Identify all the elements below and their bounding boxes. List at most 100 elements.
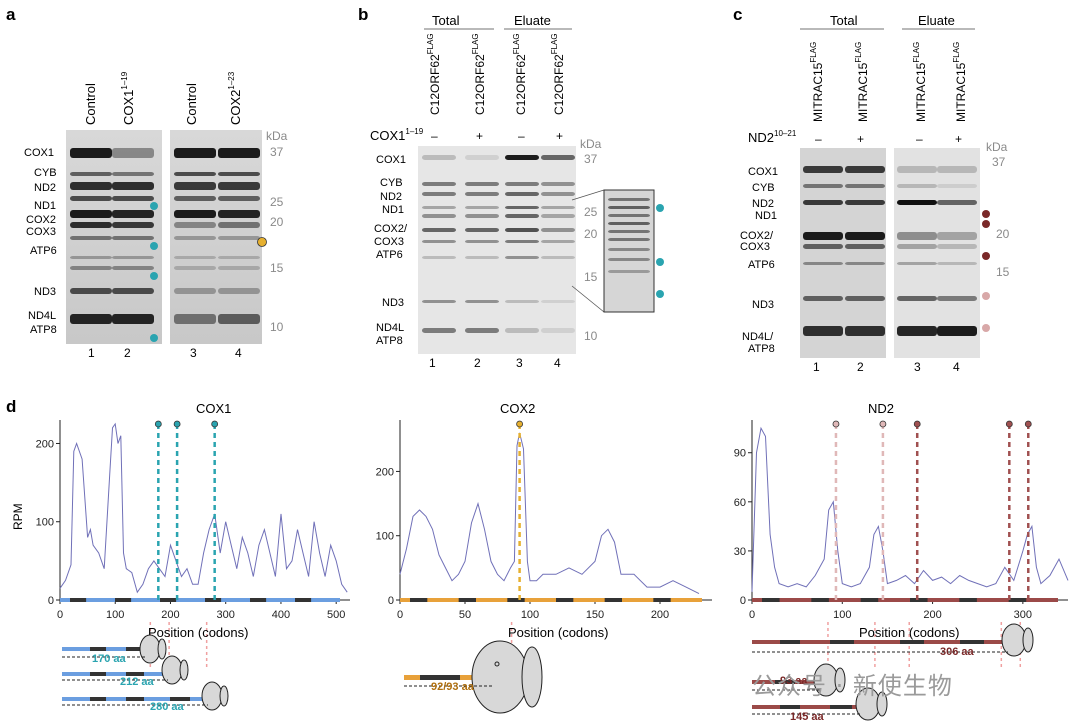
svg-text:4: 4	[235, 346, 242, 360]
gel-band	[112, 266, 154, 270]
gel-band	[174, 182, 216, 190]
rpm-trace	[751, 426, 1069, 592]
svg-text:ATP6: ATP6	[748, 259, 775, 271]
x-tick-label: 0	[749, 609, 755, 621]
svg-text:ND4L: ND4L	[376, 322, 404, 334]
gel-band	[112, 196, 154, 201]
gel-band	[937, 244, 977, 249]
panel-b: b Total Eluate C12ORF62FLAG C12ORF62FLAG…	[358, 5, 664, 370]
rpm-trace	[399, 432, 700, 595]
tm-segment	[458, 598, 476, 602]
gel-band	[112, 210, 154, 218]
stall-marker-dot	[832, 420, 840, 428]
svg-text:25: 25	[584, 205, 598, 219]
gel-band	[70, 288, 112, 294]
tm-segment	[507, 598, 525, 602]
svg-text:1: 1	[813, 360, 820, 374]
gel-a-right	[170, 130, 262, 344]
gel-band	[218, 196, 260, 201]
svg-text:kDa: kDa	[986, 140, 1008, 154]
gel-band	[803, 232, 843, 240]
gel-band	[541, 182, 575, 186]
gel-band	[174, 266, 216, 270]
svg-text:15: 15	[996, 265, 1010, 279]
tm-segment	[860, 598, 879, 602]
gel-band	[608, 248, 650, 251]
tm-segment	[410, 598, 428, 602]
svg-text:3: 3	[516, 356, 523, 370]
marker-dot	[257, 237, 267, 247]
gel-band	[218, 148, 260, 158]
kda-10: 10	[270, 320, 284, 334]
gel-band	[422, 256, 456, 259]
gel-band	[218, 256, 260, 259]
treatment-label-b: COX11–19	[370, 127, 424, 143]
gel-band	[608, 206, 650, 209]
svg-text:C12ORF62FLAG: C12ORF62FLAG	[512, 33, 528, 115]
svg-text:MITRAC15FLAG: MITRAC15FLAG	[854, 42, 870, 122]
gel-band	[70, 236, 112, 240]
gel-band	[112, 182, 154, 190]
stall-marker-dot	[211, 420, 219, 428]
gel-band	[505, 256, 539, 259]
gel-band	[174, 314, 216, 324]
band-label: ND4L	[28, 310, 56, 322]
svg-text:92/93 aa: 92/93 aa	[431, 681, 475, 693]
plot-cox1: 0 100 200 0 100 200 300 400 500	[36, 420, 350, 670]
band-label: ND1	[34, 200, 56, 212]
gel-band	[465, 192, 499, 196]
gel-band	[422, 240, 456, 243]
group-eluate: Eluate	[918, 13, 955, 28]
gel-band	[803, 200, 843, 205]
x-tick-label: 100	[106, 609, 124, 621]
tm-segment	[70, 598, 87, 602]
gel-band	[897, 200, 937, 205]
gel-band	[541, 228, 575, 232]
panel-c-kda: kDa 37 20 15	[986, 140, 1010, 279]
panel-c-treatments: – + – +	[815, 132, 962, 146]
stall-marker-dot	[1024, 420, 1032, 428]
gel-band	[112, 148, 154, 158]
panel-a: a Control COX11–19 Control COX21–23 COX1…	[6, 5, 288, 360]
kda-37: 37	[270, 145, 284, 159]
gel-band	[541, 214, 575, 218]
gel-band	[541, 206, 575, 209]
gel-band	[937, 184, 977, 188]
gel-band	[70, 172, 112, 176]
svg-text:1: 1	[88, 346, 95, 360]
gel-band	[465, 228, 499, 232]
gel-band	[70, 266, 112, 270]
tm-segment	[160, 598, 177, 602]
gel-band	[541, 256, 575, 259]
gel-band	[70, 148, 112, 158]
svg-text:ATP8: ATP8	[376, 335, 403, 347]
gel-band	[541, 240, 575, 243]
panel-a-lane-numbers: 1 2 3 4	[88, 346, 242, 360]
gel-band	[174, 148, 216, 158]
svg-text:4: 4	[953, 360, 960, 374]
gel-band	[541, 155, 575, 160]
tm-segment	[811, 598, 829, 602]
gel-band	[608, 198, 650, 201]
nd2-nascent-chain-diagrams: 306 aa 93 aa 145 aa	[752, 623, 1034, 723]
diagram-170: 170 aa	[62, 634, 167, 665]
gel-c-left	[800, 148, 886, 358]
gel-band	[112, 256, 154, 259]
y-tick-label: 100	[36, 517, 54, 529]
svg-text:37: 37	[992, 155, 1006, 169]
x-tick-label: 150	[586, 609, 604, 621]
gel-band	[70, 182, 112, 190]
gel-band	[112, 314, 154, 324]
gel-band	[218, 314, 260, 324]
svg-text:170 aa: 170 aa	[92, 653, 127, 665]
svg-text:ND4L/: ND4L/	[742, 331, 774, 343]
x-tick-label: 200	[923, 609, 941, 621]
svg-text:ND3: ND3	[382, 297, 404, 309]
stall-marker-dot	[173, 420, 181, 428]
plot-title-nd2: ND2	[868, 401, 894, 416]
svg-text:145 aa: 145 aa	[790, 711, 825, 723]
marker-dot	[150, 334, 158, 342]
svg-text:C12ORF62FLAG: C12ORF62FLAG	[471, 33, 487, 115]
svg-text:3: 3	[914, 360, 921, 374]
